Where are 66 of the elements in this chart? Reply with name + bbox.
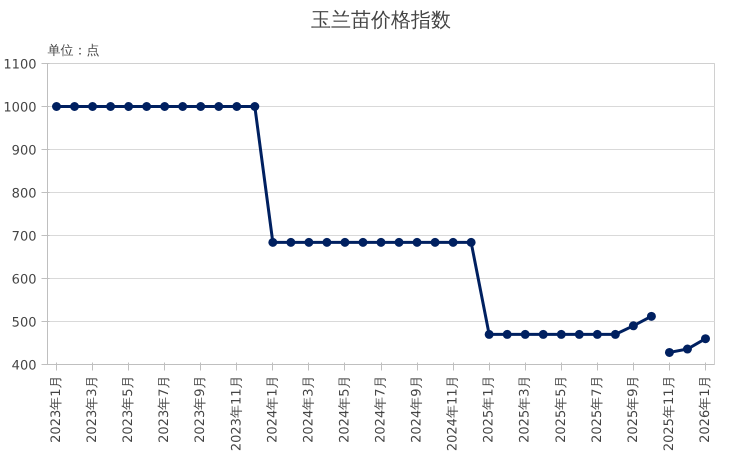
point <box>214 102 224 111</box>
point <box>286 238 296 247</box>
x-tick-label: 2025年1月 <box>482 375 497 443</box>
x-tick-label: 2024年1月 <box>265 375 280 443</box>
point <box>52 102 62 111</box>
point <box>142 102 152 111</box>
point <box>304 238 314 247</box>
y-axis-title: 单位：点 <box>48 44 100 58</box>
x-tick-label: 2025年9月 <box>626 375 641 443</box>
point <box>646 312 656 321</box>
x-tick-label: 2023年11月 <box>229 375 244 452</box>
point <box>628 321 638 330</box>
point <box>70 102 80 111</box>
point <box>196 102 206 111</box>
point <box>466 238 476 247</box>
point <box>340 238 350 247</box>
chart-title: 玉兰苗价格指数 <box>311 8 451 32</box>
point <box>124 102 134 111</box>
x-tick-label: 2024年9月 <box>410 375 425 443</box>
x-tick-label: 2025年7月 <box>590 375 605 443</box>
x-tick-label: 2023年9月 <box>193 375 208 443</box>
x-tick-label: 2025年3月 <box>518 375 533 443</box>
point <box>160 102 170 111</box>
x-tick-label: 2023年7月 <box>157 375 172 443</box>
x-tick-label: 2025年5月 <box>554 375 569 443</box>
x-tick-label: 2025年11月 <box>662 375 677 452</box>
point <box>358 238 368 247</box>
point <box>178 102 188 111</box>
point <box>502 330 512 339</box>
y-tick-label: 600 <box>12 272 37 288</box>
point <box>700 334 710 344</box>
point <box>412 238 422 247</box>
x-tick-label: 2023年3月 <box>85 375 100 443</box>
x-tick-label: 2023年1月 <box>49 375 64 443</box>
x-tick-label: 2024年5月 <box>337 375 352 443</box>
point <box>430 238 440 247</box>
y-tick-label: 700 <box>12 230 37 244</box>
point <box>250 102 260 111</box>
y-tick-label: 1000 <box>3 100 37 116</box>
x-tick-label: 2026年1月 <box>698 375 713 443</box>
point <box>322 238 332 247</box>
point <box>538 330 548 339</box>
point <box>574 330 584 339</box>
y-tick-label: 500 <box>12 316 37 330</box>
x-tick-label: 2023年5月 <box>121 375 136 443</box>
point <box>520 330 530 339</box>
point <box>268 238 278 247</box>
point <box>664 348 674 357</box>
y-tick-label: 400 <box>12 358 37 374</box>
point <box>682 344 692 354</box>
point <box>88 102 98 111</box>
point <box>394 238 404 247</box>
point <box>556 330 566 339</box>
point <box>106 102 116 111</box>
x-tick-label: 2024年3月 <box>301 375 316 443</box>
y-tick-label: 1100 <box>3 58 37 72</box>
point <box>376 238 386 247</box>
point <box>232 102 242 111</box>
point <box>448 238 458 247</box>
x-tick-label: 2024年7月 <box>374 375 388 443</box>
point <box>592 330 602 339</box>
y-tick-label: 800 <box>12 186 37 202</box>
x-tick-label: 2024年11月 <box>446 375 461 452</box>
point <box>610 330 620 339</box>
y-tick-label: 900 <box>12 144 37 158</box>
point <box>484 330 494 339</box>
